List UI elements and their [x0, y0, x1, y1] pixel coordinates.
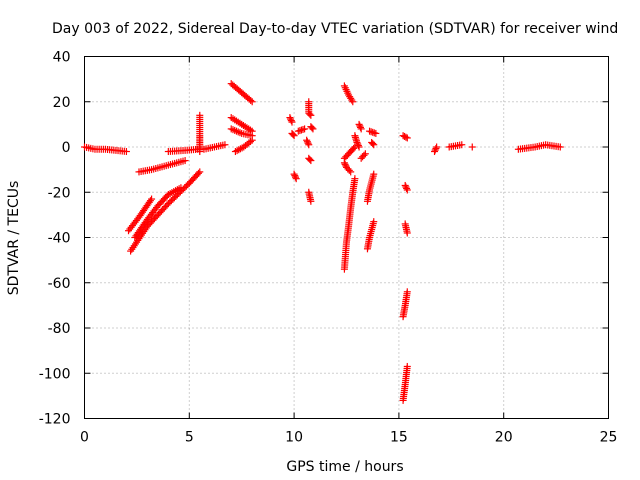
data-point — [307, 157, 315, 165]
data-point — [468, 143, 476, 151]
data-point — [401, 181, 409, 189]
data-points — [81, 80, 564, 404]
y-tick-label: -60 — [48, 276, 71, 292]
x-axis-label: GPS time / hours — [286, 459, 403, 475]
data-point — [350, 144, 358, 152]
data-point — [301, 125, 309, 133]
data-point — [347, 168, 355, 176]
data-point — [433, 143, 441, 151]
data-point — [360, 151, 368, 159]
data-point — [370, 141, 378, 149]
data-point — [308, 124, 316, 132]
data-point — [303, 136, 311, 144]
data-point — [292, 175, 300, 183]
tick-labels: 0 5 10 15 20 25 -120 -100 -80 -60 -40 -20 0 20 40 — [39, 50, 618, 446]
data-point — [248, 98, 256, 106]
data-point — [370, 170, 378, 178]
data-point — [194, 169, 202, 177]
data-point — [286, 114, 294, 122]
data-point — [357, 125, 365, 133]
data-point — [403, 184, 411, 192]
y-tick-label: -100 — [39, 366, 71, 382]
x-tick-label: 20 — [495, 430, 513, 446]
data-point — [307, 197, 315, 205]
data-point — [361, 150, 369, 158]
data-point — [196, 168, 204, 176]
data-point — [403, 288, 411, 296]
data-point — [122, 148, 130, 156]
data-point — [345, 166, 353, 174]
data-point — [403, 362, 411, 370]
x-tick-label: 0 — [80, 430, 89, 446]
data-point — [403, 134, 411, 142]
data-point — [247, 96, 255, 104]
y-axis-label: SDTVAR / TECUs — [6, 181, 22, 296]
grid — [84, 56, 609, 419]
y-tick-label: 20 — [53, 95, 71, 111]
data-point — [340, 159, 348, 167]
data-point — [177, 184, 185, 192]
data-point — [431, 146, 439, 154]
data-point — [290, 132, 298, 140]
x-tick-label: 15 — [390, 430, 408, 446]
y-tick-label: -80 — [48, 321, 71, 337]
data-point — [402, 183, 410, 191]
data-point — [148, 195, 156, 203]
data-point — [287, 115, 295, 123]
data-point — [353, 138, 361, 146]
x-tick-label: 5 — [185, 430, 194, 446]
data-point — [290, 170, 298, 178]
data-point — [431, 148, 439, 156]
data-point — [221, 141, 229, 149]
data-point — [307, 111, 315, 119]
y-tick-label: 0 — [62, 140, 71, 156]
data-point — [341, 160, 349, 168]
data-point — [248, 136, 256, 144]
y-tick-label: -20 — [48, 185, 71, 201]
data-point — [354, 140, 362, 148]
data-point — [402, 133, 410, 141]
data-point — [247, 138, 255, 146]
data-point — [304, 139, 312, 147]
data-point — [351, 175, 359, 183]
data-point — [305, 141, 313, 149]
y-tick-label: -40 — [48, 231, 71, 247]
data-point — [372, 129, 380, 137]
x-tick-label: 10 — [285, 430, 303, 446]
data-point — [196, 148, 204, 156]
data-point — [356, 123, 364, 131]
data-point — [303, 138, 311, 146]
data-point — [181, 157, 189, 165]
data-point — [355, 143, 363, 151]
data-point — [146, 197, 154, 205]
plot-frame — [84, 56, 609, 419]
data-point — [458, 141, 466, 149]
data-point — [287, 117, 295, 125]
data-point — [556, 143, 564, 151]
data-point — [348, 96, 356, 104]
y-tick-label: -120 — [39, 412, 71, 428]
data-point — [356, 122, 364, 130]
data-point — [309, 125, 317, 133]
data-point — [289, 131, 297, 139]
data-point — [291, 173, 299, 181]
data-point — [355, 120, 363, 128]
data-point — [432, 145, 440, 153]
data-point — [403, 186, 411, 194]
data-point — [291, 172, 299, 180]
data-point — [306, 110, 314, 118]
y-tick-label: 40 — [53, 50, 71, 66]
data-point — [306, 155, 314, 163]
data-point — [288, 118, 296, 126]
chart-title: Day 003 of 2022, Sidereal Day-to-day VTE… — [52, 21, 618, 37]
data-point — [369, 140, 377, 148]
data-point — [349, 98, 357, 106]
x-tick-label: 25 — [600, 430, 618, 446]
data-point — [354, 141, 362, 149]
data-point — [403, 229, 411, 237]
data-point — [370, 218, 378, 226]
